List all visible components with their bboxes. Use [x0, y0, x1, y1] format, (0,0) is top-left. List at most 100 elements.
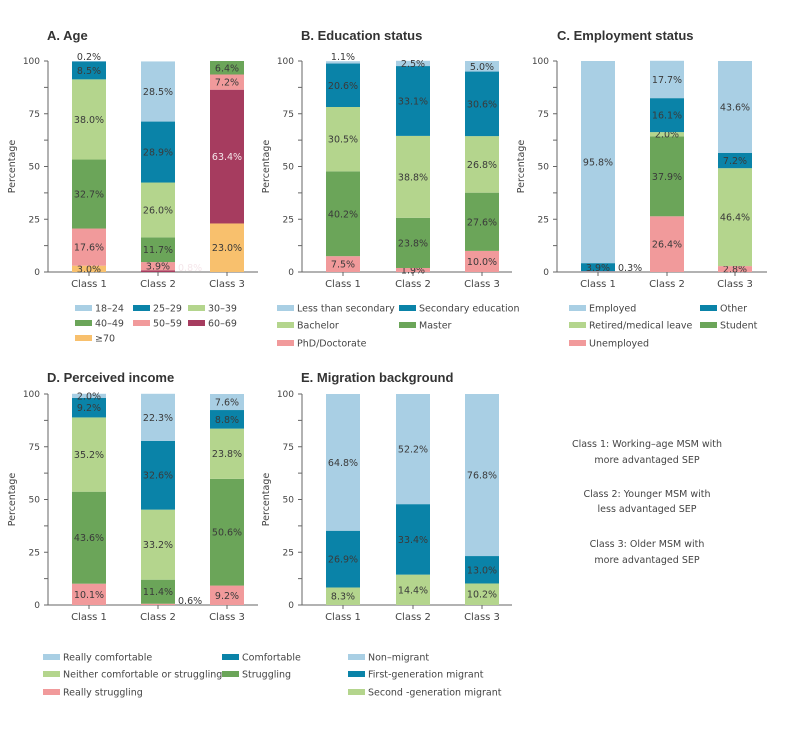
bar-segment	[650, 98, 684, 133]
data-label: 9.2%	[77, 403, 101, 414]
data-label: 50.6%	[212, 528, 242, 539]
x-tick-label: Class 1	[325, 612, 361, 623]
legend-item: Retired/medical leave	[569, 321, 693, 332]
legend-label: Really struggling	[63, 688, 143, 699]
legend-item: Unemployed	[569, 339, 649, 350]
y-axis-label: Percentage	[7, 140, 18, 194]
data-label: 10.1%	[74, 590, 104, 601]
data-label: 32.7%	[74, 190, 104, 201]
data-label: 33.1%	[398, 96, 428, 107]
legend-item: Struggling	[222, 670, 291, 681]
chart-title: A. Age	[47, 28, 88, 43]
legend-swatch	[133, 305, 150, 311]
legend-swatch	[277, 322, 294, 328]
data-label: 1.1%	[331, 52, 355, 63]
data-label: 76.8%	[467, 471, 497, 482]
legend-label: Employed	[589, 304, 636, 315]
data-label: 22.3%	[143, 413, 173, 424]
class-note: more advantaged SEP	[594, 555, 699, 566]
bar-segment	[326, 587, 360, 605]
y-tick-label: 25	[538, 215, 549, 225]
data-label: 8.8%	[215, 415, 239, 426]
bar-segment	[72, 79, 106, 160]
bar-segment	[141, 61, 175, 122]
bar-segment	[72, 491, 106, 584]
x-tick-label: Class 3	[209, 279, 245, 290]
data-label: 37.9%	[652, 172, 682, 183]
bar-segment	[141, 262, 175, 271]
bar-segment	[465, 136, 499, 193]
legend-item: 50–59	[133, 319, 182, 330]
bar-segment	[465, 192, 499, 251]
data-label: 20.6%	[328, 81, 358, 92]
legend-swatch	[348, 671, 365, 677]
legend-swatch	[75, 320, 92, 326]
bar-segment	[210, 428, 244, 479]
legend-label: Unemployed	[589, 339, 649, 350]
bar-segment	[396, 394, 430, 505]
x-tick-label: Class 2	[395, 612, 431, 623]
bar-segment	[72, 417, 106, 492]
y-tick-label: 0	[288, 268, 294, 278]
legend-swatch	[569, 322, 586, 328]
bar-segment	[72, 159, 106, 229]
legend-label: Retired/medical leave	[589, 321, 693, 332]
bar-segment	[465, 61, 499, 72]
legend-label: 30–39	[208, 304, 237, 315]
bar-segment	[396, 66, 430, 136]
data-label: 40.2%	[328, 209, 358, 220]
data-label: 11.4%	[143, 587, 173, 598]
y-tick-label: 50	[29, 496, 41, 506]
y-tick-label: 0	[288, 601, 294, 611]
y-tick-label: 75	[283, 443, 294, 453]
class-note: more advantaged SEP	[594, 455, 699, 466]
data-label: 28.9%	[143, 148, 173, 159]
y-tick-label: 75	[29, 443, 40, 453]
y-tick-label: 100	[277, 390, 294, 400]
chart-title: E. Migration background	[301, 370, 453, 385]
legend-label: Student	[720, 321, 758, 332]
data-label: 52.2%	[398, 445, 428, 456]
bar-segment	[141, 393, 175, 441]
y-axis-label: Percentage	[7, 473, 18, 527]
data-label: 2.5%	[401, 59, 425, 70]
legend-item: Secondary education	[399, 304, 519, 315]
bar-segment	[650, 216, 684, 272]
legend-label: 50–59	[153, 319, 182, 330]
bar-segment	[72, 398, 106, 418]
data-label: 10.0%	[467, 257, 497, 268]
bar-segment	[581, 263, 615, 272]
chart-panel-d: D. Perceived income 0 25 50 75 100 Percentage C…	[7, 370, 301, 699]
chart-title: C. Employment status	[557, 28, 694, 43]
y-tick-label: 50	[283, 163, 295, 173]
legend-item: Other	[700, 304, 747, 315]
legend-swatch	[133, 320, 150, 326]
data-label: 43.6%	[720, 102, 750, 113]
legend-swatch	[188, 320, 205, 326]
bar-segment	[210, 585, 244, 605]
y-tick-label: 100	[23, 390, 40, 400]
bar-segment	[326, 530, 360, 588]
legend-label: Neither comfortable or struggling	[63, 670, 222, 681]
legend-item: ≥70	[75, 334, 115, 345]
chart-panel-a: A. Age 0 25 50 75 100 Percentage Class 1 3.0% 17.…	[7, 28, 258, 345]
y-tick-label: 100	[532, 57, 549, 67]
data-label: 33.2%	[143, 540, 173, 551]
bar-segment	[326, 256, 360, 272]
legend-item: Master	[399, 321, 452, 332]
legend-label: Other	[720, 304, 747, 315]
data-label: 64.8%	[328, 458, 358, 469]
bar-segment	[326, 106, 360, 172]
legend-swatch	[399, 305, 416, 311]
y-tick-label: 100	[277, 57, 294, 67]
data-label: 7.2%	[215, 78, 239, 89]
y-tick-label: 0	[34, 268, 40, 278]
data-label: 30.6%	[467, 99, 497, 110]
bar-segment	[141, 509, 175, 580]
data-label: 14.4%	[398, 585, 428, 596]
legend-label: Less than secondary	[297, 304, 395, 315]
data-label: 13.0%	[467, 565, 497, 576]
bar-segment	[210, 223, 244, 272]
legend-swatch	[700, 305, 717, 311]
legend-swatch	[569, 340, 586, 346]
